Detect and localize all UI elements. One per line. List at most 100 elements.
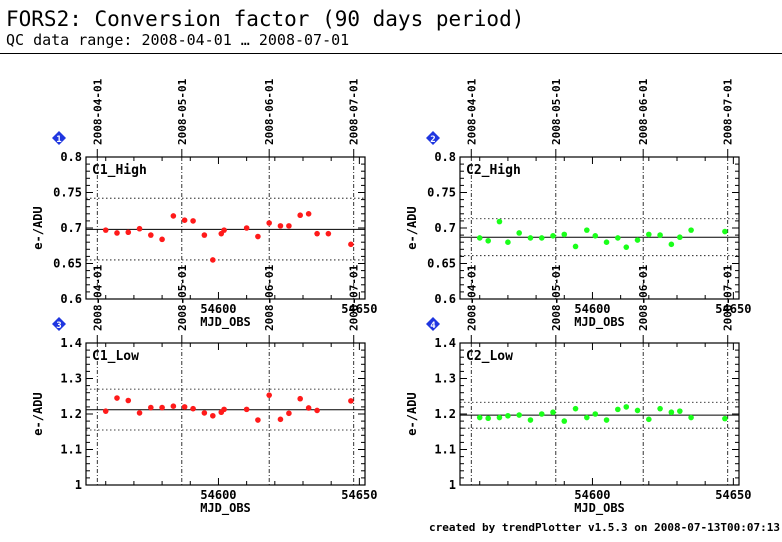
date-tick-label: 2008-05-01 [176,264,189,331]
data-point [102,227,109,233]
data-point [516,412,522,418]
plot-frame [85,342,366,486]
y-tick-label: 0.65 [427,257,456,271]
data-point [646,416,652,423]
y-tick-label: 1.1 [60,443,82,457]
data-point [615,406,621,413]
panel-number-badge [426,317,440,331]
y-tick-label: 0.75 [427,186,456,200]
data-point [181,217,188,223]
data-point [148,232,154,238]
data-point [527,417,534,423]
date-tick-label: 2008-06-01 [637,264,650,331]
panel-label: C1_High [92,163,147,178]
data-point [102,408,109,414]
data-point [314,230,320,237]
plot-frame [459,156,740,300]
chart-panel-2: 2008-04-01 2008-05-01 2008-06-01 2008-07-01… [405,78,751,330]
date-tick-label: 2008-07-01 [348,78,361,145]
panel-label: C2_High [466,163,521,178]
y-tick-label: 1.4 [60,336,82,350]
data-point [201,232,208,238]
data-point [136,410,143,416]
data-point [266,220,272,226]
x-axis-title: MJD_OBS [574,501,625,516]
panel-number-text: 4 [430,321,436,331]
data-point [305,211,312,217]
panel-number-text: 1 [56,135,61,145]
data-point [603,417,610,423]
data-point [243,406,250,413]
data-point [243,225,250,231]
data-point [325,230,332,237]
data-point [476,414,483,421]
panel-number-badge [52,317,66,331]
data-point [668,409,675,416]
data-point [255,417,261,423]
x-tick-label: 54650 [715,488,751,502]
data-point [561,231,568,238]
data-point [125,397,132,404]
y-tick-label: 1.3 [434,372,456,386]
data-point [505,412,511,419]
y-axis-title: e-/ADU [405,206,419,249]
x-tick-label: 54600 [200,488,236,502]
panel-label: C2_Low [466,349,513,364]
page-subtitle: QC data range: 2008-04-01 … 2008-07-01 [6,31,350,49]
date-tick-label: 2008-07-01 [722,78,735,145]
data-point [677,408,683,414]
panel-number-text: 3 [56,321,61,331]
data-point [688,227,694,233]
data-point [159,236,165,243]
data-point [148,404,154,411]
y-tick-label: 0.6 [434,292,456,306]
panel-number-text: 2 [430,135,435,145]
data-point [538,235,545,241]
data-point [516,230,522,236]
data-point [190,218,196,224]
data-point [505,239,511,245]
date-tick-label: 2008-05-01 [550,264,563,331]
data-point [722,228,728,235]
y-tick-label: 0.75 [53,186,82,200]
y-tick-label: 1.1 [434,443,456,457]
y-axis-title: e-/ADU [31,206,45,249]
data-point [114,395,120,401]
data-point [668,241,675,248]
date-tick-label: 2008-04-01 [465,78,478,145]
data-point [277,223,284,229]
date-tick-label: 2008-07-01 [348,264,361,331]
date-tick-label: 2008-04-01 [465,264,478,331]
y-tick-label: 1.3 [60,372,82,386]
data-point [277,416,284,423]
y-tick-label: 1.4 [434,336,456,350]
footer-credit: created by trendPlotter v1.5.3 on 2008-0… [429,521,780,534]
data-point [688,414,694,421]
data-point [584,414,590,421]
date-tick-label: 2008-07-01 [722,264,735,331]
y-tick-label: 1.2 [434,407,456,421]
date-tick-label: 2008-05-01 [176,78,189,145]
data-point [305,405,312,411]
data-point [561,418,568,424]
panel-number-badge [52,131,66,145]
date-tick-label: 2008-06-01 [263,264,276,331]
data-point [297,395,303,402]
page-title: FORS2: Conversion factor (90 days period… [6,7,525,31]
data-point [623,244,630,250]
data-point [314,407,320,414]
chart-panel-4: 2008-04-01 2008-05-01 2008-06-01 2008-07-01… [405,264,751,516]
data-point [496,218,503,225]
x-axis-title: MJD_OBS [200,501,251,516]
data-point [125,229,132,236]
date-tick-label: 2008-05-01 [550,78,563,145]
data-point [722,415,728,422]
date-tick-label: 2008-06-01 [637,78,650,145]
x-tick-label: 54600 [574,302,610,316]
data-point [221,227,227,233]
data-point [170,403,177,409]
data-point [677,234,683,241]
date-tick-label: 2008-06-01 [263,78,276,145]
data-point [286,410,292,417]
data-point [210,257,216,263]
